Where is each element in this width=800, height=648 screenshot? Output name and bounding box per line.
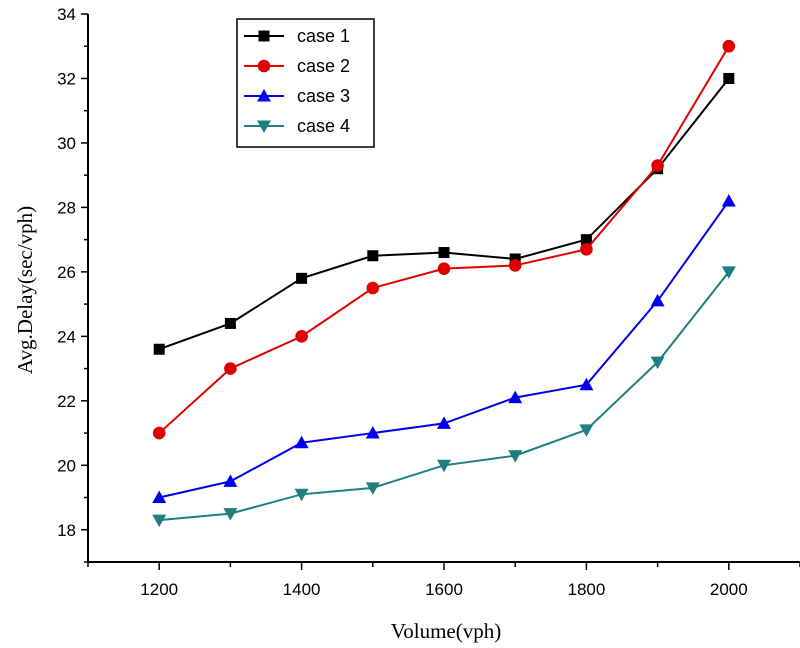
data-point-case-3 bbox=[437, 416, 451, 429]
series-case-3 bbox=[152, 193, 736, 504]
data-point-case-1 bbox=[723, 72, 735, 84]
legend-label-case-4: case 4 bbox=[297, 116, 350, 136]
y-tick-label: 32 bbox=[57, 69, 76, 88]
data-point-case-2 bbox=[224, 362, 237, 375]
data-point-case-3 bbox=[721, 193, 736, 207]
y-axis-title: Avg.Delay(sec/vph) bbox=[13, 206, 37, 374]
data-point-case-1 bbox=[509, 253, 521, 265]
data-point-case-4 bbox=[152, 514, 167, 528]
legend-label-case-2: case 2 bbox=[297, 56, 350, 76]
data-point-case-2 bbox=[366, 281, 380, 295]
data-point-case-4 bbox=[579, 424, 594, 437]
data-point-case-1 bbox=[367, 250, 379, 262]
data-point-case-2 bbox=[722, 39, 736, 53]
data-point-case-3 bbox=[152, 490, 167, 504]
data-point-case-3 bbox=[294, 435, 309, 449]
legend: case 1 case 2 case 3 case 4 bbox=[236, 18, 375, 148]
data-point-case-4 bbox=[437, 459, 451, 473]
data-point-case-4 bbox=[650, 356, 665, 370]
series-layer bbox=[152, 39, 736, 528]
data-point-case-3 bbox=[579, 377, 594, 391]
data-point-case-1 bbox=[153, 343, 165, 355]
legend-marker-case-1 bbox=[258, 30, 270, 42]
series-line-case-3 bbox=[158, 200, 730, 499]
data-point-case-4 bbox=[294, 488, 309, 502]
data-point-case-4 bbox=[721, 266, 736, 279]
y-tick-label: 22 bbox=[57, 392, 76, 411]
y-tick-label: 18 bbox=[57, 521, 76, 540]
series-case-4 bbox=[152, 266, 736, 528]
legend-marker-case-4 bbox=[257, 120, 271, 133]
data-point-case-1 bbox=[296, 272, 308, 284]
y-tick-label: 24 bbox=[57, 327, 76, 346]
y-tick-label: 26 bbox=[57, 263, 76, 282]
y-tick-label: 20 bbox=[57, 456, 76, 475]
data-point-case-1 bbox=[438, 247, 450, 259]
data-point-case-2 bbox=[437, 262, 451, 275]
y-tick-label: 28 bbox=[57, 198, 76, 217]
data-point-case-3 bbox=[365, 426, 380, 439]
axes: 18 20 22 24 26 28 30 32 34 1200 1400 1600 1800 2000 bbox=[57, 5, 800, 599]
x-tick-label: 2000 bbox=[710, 580, 748, 599]
data-point-case-2 bbox=[580, 243, 593, 256]
legend-label-case-3: case 3 bbox=[297, 86, 350, 106]
x-tick-label: 1800 bbox=[567, 580, 605, 599]
data-point-case-4 bbox=[508, 450, 523, 463]
data-point-case-1 bbox=[224, 317, 236, 329]
data-point-case-2 bbox=[651, 159, 664, 172]
data-point-case-2 bbox=[508, 259, 522, 272]
data-point-case-2 bbox=[152, 426, 166, 440]
y-tick-label: 30 bbox=[57, 134, 76, 153]
x-tick-label: 1400 bbox=[283, 580, 321, 599]
x-axis-title: Volume(vph) bbox=[391, 619, 501, 643]
legend-marker-case-3 bbox=[257, 89, 271, 102]
data-point-case-4 bbox=[223, 508, 238, 521]
data-point-case-3 bbox=[650, 293, 665, 307]
legend-marker-case-2 bbox=[257, 59, 271, 73]
x-tick-label: 1600 bbox=[425, 580, 463, 599]
data-point-case-4 bbox=[365, 482, 380, 495]
series-line-case-4 bbox=[159, 271, 730, 522]
y-tick-label: 34 bbox=[57, 5, 76, 24]
data-point-case-3 bbox=[508, 390, 523, 404]
legend-label-case-1: case 1 bbox=[297, 26, 350, 46]
data-point-case-1 bbox=[580, 234, 592, 246]
data-point-case-2 bbox=[295, 330, 308, 343]
x-tick-label: 1200 bbox=[140, 580, 178, 599]
series-case-2 bbox=[152, 39, 736, 440]
data-point-case-3 bbox=[223, 474, 238, 487]
